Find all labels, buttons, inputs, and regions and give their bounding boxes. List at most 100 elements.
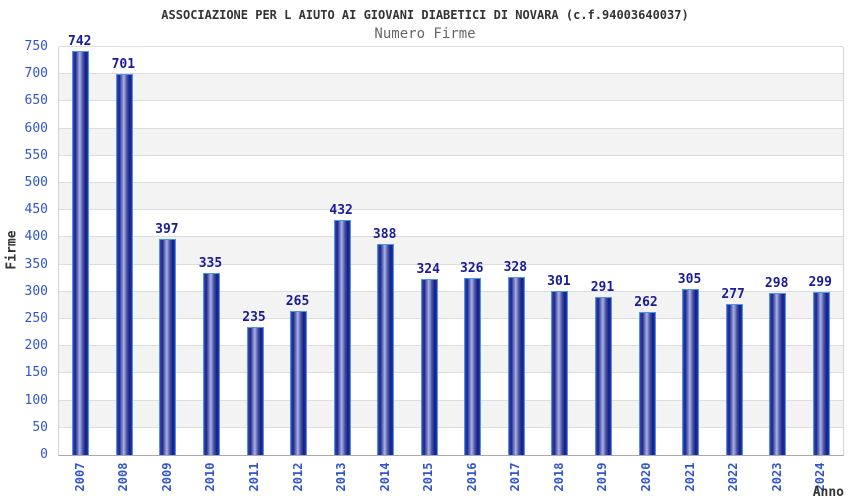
gridline xyxy=(59,263,843,265)
gridline xyxy=(59,318,843,319)
grid-band xyxy=(59,183,843,211)
y-tick-label: 50 xyxy=(32,419,48,435)
gridline xyxy=(59,127,843,129)
gridline xyxy=(59,209,843,211)
chart-subtitle: Numero Firme xyxy=(374,26,476,42)
bar xyxy=(202,273,220,455)
bar xyxy=(769,293,787,455)
bar-value-label: 235 xyxy=(242,310,266,325)
bar xyxy=(682,289,700,455)
bar xyxy=(246,327,264,455)
grid-band xyxy=(59,47,843,75)
x-tick-label: 2017 xyxy=(508,462,523,492)
grid-band xyxy=(59,427,843,455)
bar xyxy=(333,220,351,455)
y-axis-title: Firme xyxy=(4,230,20,270)
x-tick-label: 2007 xyxy=(72,462,87,492)
bar xyxy=(115,74,133,455)
gridline xyxy=(59,290,843,292)
bar-value-label: 432 xyxy=(329,203,353,218)
grid-band xyxy=(59,319,843,347)
grid-band xyxy=(59,210,843,238)
x-tick-label: 2022 xyxy=(726,462,741,492)
y-tick-label: 400 xyxy=(24,229,48,245)
grid-band xyxy=(59,400,843,428)
y-tick-label: 700 xyxy=(24,66,48,82)
y-tick-label: 650 xyxy=(24,93,48,109)
bar-value-label: 328 xyxy=(503,260,528,275)
y-tick-label: 300 xyxy=(24,283,48,299)
bar-value-label: 277 xyxy=(721,287,745,302)
y-tick-label: 500 xyxy=(24,175,48,190)
bar-value-label: 305 xyxy=(677,272,702,287)
bar-value-label: 298 xyxy=(764,276,789,291)
bar xyxy=(72,51,90,455)
grid-band xyxy=(59,373,843,401)
bar xyxy=(290,311,308,455)
bar xyxy=(594,297,612,455)
grid-band xyxy=(59,237,843,265)
bar-value-label: 265 xyxy=(285,294,310,309)
y-tick-label: 150 xyxy=(24,365,48,381)
grid-band xyxy=(59,346,843,374)
grid-band xyxy=(59,128,843,156)
gridline xyxy=(59,182,843,183)
plot-area xyxy=(58,46,844,456)
x-tick-label: 2010 xyxy=(203,462,218,492)
gridline xyxy=(59,73,843,75)
bar-value-label: 262 xyxy=(634,295,658,310)
x-tick-label: 2009 xyxy=(159,462,174,492)
x-tick-label: 2021 xyxy=(682,462,697,492)
chart-title: ASSOCIAZIONE PER L AIUTO AI GIOVANI DIAB… xyxy=(161,8,689,22)
bar-value-label: 388 xyxy=(372,227,397,242)
bar xyxy=(159,239,177,455)
bar-value-label: 335 xyxy=(198,256,223,271)
y-tick-label: 350 xyxy=(24,256,48,272)
bar xyxy=(638,312,656,455)
bar xyxy=(464,278,482,455)
bar xyxy=(551,291,569,455)
gridline xyxy=(59,345,843,347)
y-tick-label: 550 xyxy=(24,147,48,163)
x-tick-label: 2013 xyxy=(334,462,349,492)
x-tick-label: 2023 xyxy=(769,462,784,492)
grid-band xyxy=(59,264,843,292)
bar-value-label: 701 xyxy=(111,57,136,72)
bar xyxy=(507,277,525,455)
grid-band xyxy=(59,155,843,183)
bar-value-label: 326 xyxy=(460,261,484,276)
gridline xyxy=(59,100,843,102)
gridline xyxy=(59,236,843,238)
x-axis-title: Anno xyxy=(812,485,844,500)
gridline xyxy=(59,154,843,156)
x-tick-label: 2012 xyxy=(290,462,305,492)
x-tick-label: 2011 xyxy=(247,462,261,492)
grid-band xyxy=(59,291,843,319)
x-tick-label: 2014 xyxy=(377,462,392,492)
gridline xyxy=(59,46,843,47)
y-tick-label: 0 xyxy=(40,447,48,462)
gridline xyxy=(59,426,843,428)
x-tick-label: 2019 xyxy=(595,462,610,492)
gridline xyxy=(59,372,843,374)
grid-band xyxy=(59,74,843,102)
bar xyxy=(420,279,438,455)
x-tick-label: 2015 xyxy=(421,462,436,492)
bar xyxy=(812,292,830,455)
bar-value-label: 397 xyxy=(155,222,179,237)
bar-value-label: 291 xyxy=(590,280,615,295)
y-tick-label: 100 xyxy=(24,392,48,408)
x-tick-label: 2008 xyxy=(116,462,131,492)
x-tick-label: 2020 xyxy=(639,462,653,492)
bar-value-label: 324 xyxy=(416,262,440,277)
y-tick-label: 600 xyxy=(24,120,48,136)
bar xyxy=(377,244,395,455)
y-tick-label: 750 xyxy=(24,39,48,54)
x-tick-label: 2018 xyxy=(551,462,566,492)
y-tick-label: 450 xyxy=(24,202,48,218)
bar-value-label: 301 xyxy=(547,274,571,289)
y-tick-label: 250 xyxy=(24,311,48,326)
gridline xyxy=(59,399,843,401)
bar-value-label: 299 xyxy=(808,275,832,290)
